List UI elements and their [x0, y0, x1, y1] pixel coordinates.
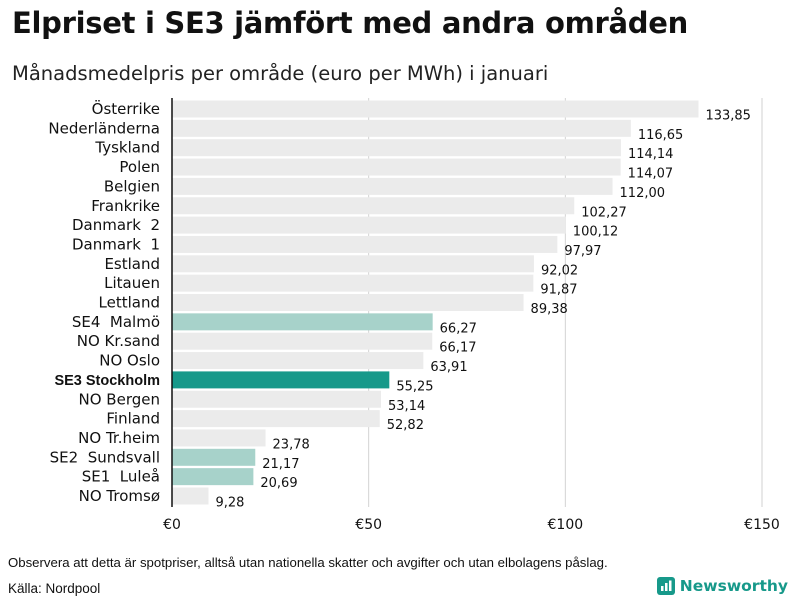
bar	[172, 119, 631, 137]
value-label: 66,17	[439, 341, 476, 356]
bar	[172, 294, 524, 311]
value-label: 66,27	[440, 321, 477, 336]
chart-subtitle: Månadsmedelpris per område (euro per MWh…	[12, 62, 549, 85]
value-label: 133,85	[705, 109, 751, 124]
x-tick-label: €100	[548, 517, 584, 533]
value-label: 100,12	[573, 225, 619, 240]
category-label: Danmark 1	[72, 235, 160, 253]
value-label: 21,17	[262, 457, 299, 472]
value-label: 52,82	[387, 418, 424, 433]
value-label: 116,65	[638, 128, 684, 143]
bar	[172, 235, 558, 253]
category-label: Belgien	[104, 177, 160, 195]
value-label: 114,07	[628, 167, 674, 182]
category-label: Danmark 2	[72, 216, 160, 234]
x-tick-label: €50	[355, 517, 382, 533]
value-label: 114,14	[628, 147, 674, 162]
category-label: Tyskland	[94, 139, 160, 157]
category-label: Lettland	[99, 294, 160, 312]
category-label: Österrike	[92, 99, 160, 118]
bar	[172, 332, 433, 350]
bar	[172, 371, 390, 389]
bar	[172, 468, 254, 486]
value-label: 23,78	[273, 437, 310, 452]
bar	[172, 410, 380, 428]
category-label: NO Tr.heim	[78, 429, 160, 447]
category-label: SE2 Sundsvall	[50, 448, 160, 466]
value-label: 91,87	[540, 283, 577, 298]
value-label: 53,14	[388, 399, 425, 414]
bar	[172, 313, 433, 331]
value-label: 20,69	[260, 476, 297, 491]
value-label: 9,28	[216, 496, 245, 511]
brand-name: Newsworthy	[679, 577, 788, 595]
bar	[172, 255, 534, 273]
value-label: 55,25	[396, 379, 433, 394]
x-tick-label: €0	[163, 517, 181, 533]
bar	[172, 158, 621, 176]
bar	[172, 487, 209, 505]
bar	[172, 429, 266, 447]
x-tick-label: €150	[744, 517, 780, 533]
value-label: 92,02	[541, 263, 578, 278]
bar	[172, 100, 699, 118]
value-label: 97,97	[564, 244, 601, 259]
bar	[172, 448, 256, 466]
value-label: 102,27	[581, 205, 627, 220]
category-label: NO Oslo	[99, 352, 160, 370]
bar	[172, 216, 566, 234]
category-label: Litauen	[104, 274, 160, 292]
category-label: NO Tromsø	[79, 487, 160, 505]
category-label: SE3 Stockholm	[54, 373, 160, 389]
value-label: 63,91	[430, 360, 467, 375]
bar	[172, 274, 534, 292]
category-label: NO Bergen	[79, 390, 160, 408]
bar	[172, 139, 621, 157]
bar	[172, 352, 424, 370]
category-label: Frankrike	[91, 197, 160, 215]
category-label: NO Kr.sand	[77, 332, 160, 350]
category-label: Nederländerna	[48, 119, 160, 137]
category-label: Polen	[119, 158, 160, 176]
bar	[172, 197, 575, 215]
category-label: SE4 Malmö	[72, 313, 160, 331]
source-label: Källa: Nordpool	[8, 581, 101, 596]
newsworthy-logo-icon	[656, 577, 675, 595]
category-label: SE1 Luleå	[82, 468, 160, 486]
brand-logo: Newsworthy	[656, 577, 788, 595]
chart-title: Elpriset i SE3 jämfört med andra områden	[12, 6, 688, 40]
bar	[172, 177, 613, 195]
value-label: 89,38	[531, 302, 568, 317]
category-label: Estland	[104, 255, 160, 273]
footnote: Observera att detta är spotpriser, allts…	[8, 555, 608, 570]
value-label: 112,00	[620, 186, 666, 201]
category-label: Finland	[106, 410, 160, 428]
bar	[172, 390, 382, 408]
